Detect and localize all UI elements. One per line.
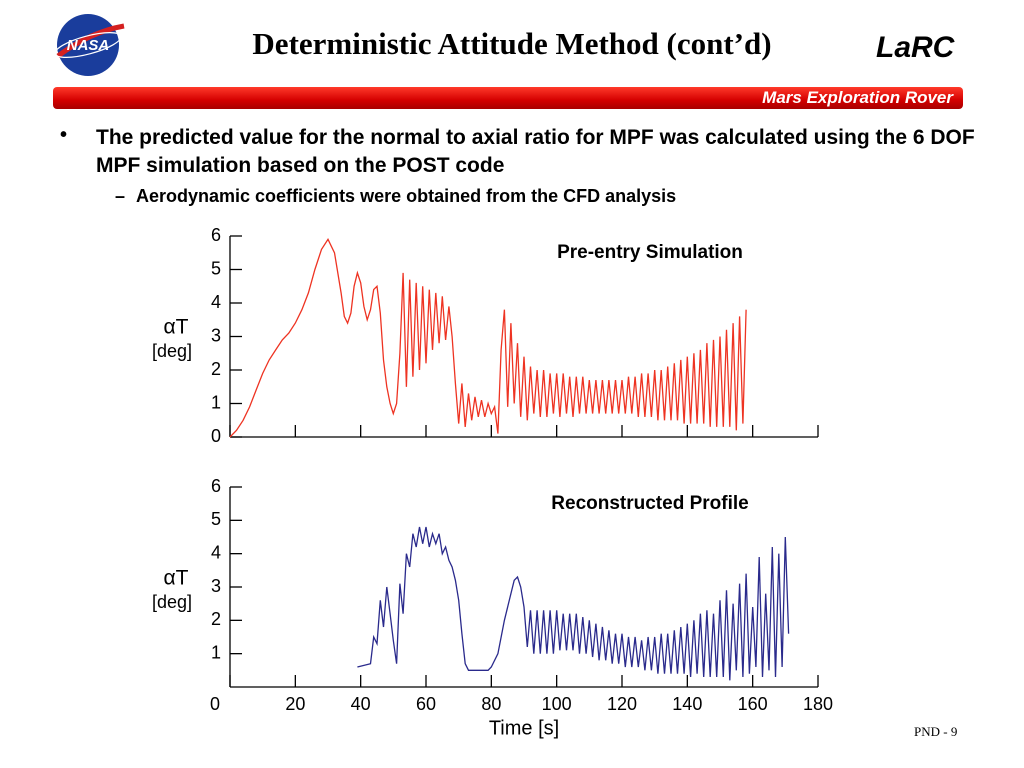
y-tick-label: 1 xyxy=(211,642,221,662)
x-tick-label: 160 xyxy=(738,694,768,714)
x-tick-label: 0 xyxy=(210,694,220,714)
chart-title: Pre-entry Simulation xyxy=(557,242,743,263)
series-line xyxy=(357,526,790,681)
logo-text: NASA xyxy=(67,37,110,54)
y-tick-label: 2 xyxy=(211,359,221,379)
chart-title: Reconstructed Profile xyxy=(551,493,748,514)
x-tick-label: 100 xyxy=(542,694,572,714)
y-tick-label: 6 xyxy=(211,225,221,245)
y-tick-label: 1 xyxy=(211,392,221,412)
banner: Mars Exploration Rover xyxy=(53,87,963,109)
x-tick-label: 140 xyxy=(672,694,702,714)
y-label: αT xyxy=(164,316,189,339)
x-tick-label: 180 xyxy=(803,694,833,714)
y-tick-label: 4 xyxy=(211,292,221,312)
y-tick-label: 6 xyxy=(211,476,221,496)
sub-bullet: Aerodynamic coefficients were obtained f… xyxy=(136,186,677,206)
y-label: αT xyxy=(164,567,189,590)
x-label: Time [s] xyxy=(489,717,559,739)
x-tick-label: 80 xyxy=(481,694,501,714)
x-tick-label: 60 xyxy=(416,694,436,714)
banner-text: Mars Exploration Rover xyxy=(762,88,953,107)
center-name: LaRC xyxy=(876,31,955,64)
y-tick-label: 3 xyxy=(211,576,221,596)
footer: PND - 9 xyxy=(914,724,958,739)
y-tick-label: 3 xyxy=(211,325,221,345)
y-tick-label: 5 xyxy=(211,509,221,529)
x-tick-label: 40 xyxy=(351,694,371,714)
nasa-logo: NASA xyxy=(54,14,125,76)
series-line xyxy=(229,237,747,438)
x-tick-label: 20 xyxy=(285,694,305,714)
y-label-unit: [deg] xyxy=(152,592,192,612)
slide-title: Deterministic Attitude Method (cont’d) xyxy=(252,26,772,61)
sub-bullet-dash: – xyxy=(115,186,126,206)
y-tick-label: 2 xyxy=(211,609,221,629)
bullet: The predicted value for the normal to ax… xyxy=(96,126,975,177)
y-tick-label: 0 xyxy=(211,426,221,446)
x-tick-label: 120 xyxy=(607,694,637,714)
y-tick-label: 5 xyxy=(211,258,221,278)
y-label-unit: [deg] xyxy=(152,341,192,361)
y-tick-label: 4 xyxy=(211,542,221,562)
bullet-dot: • xyxy=(60,124,68,146)
